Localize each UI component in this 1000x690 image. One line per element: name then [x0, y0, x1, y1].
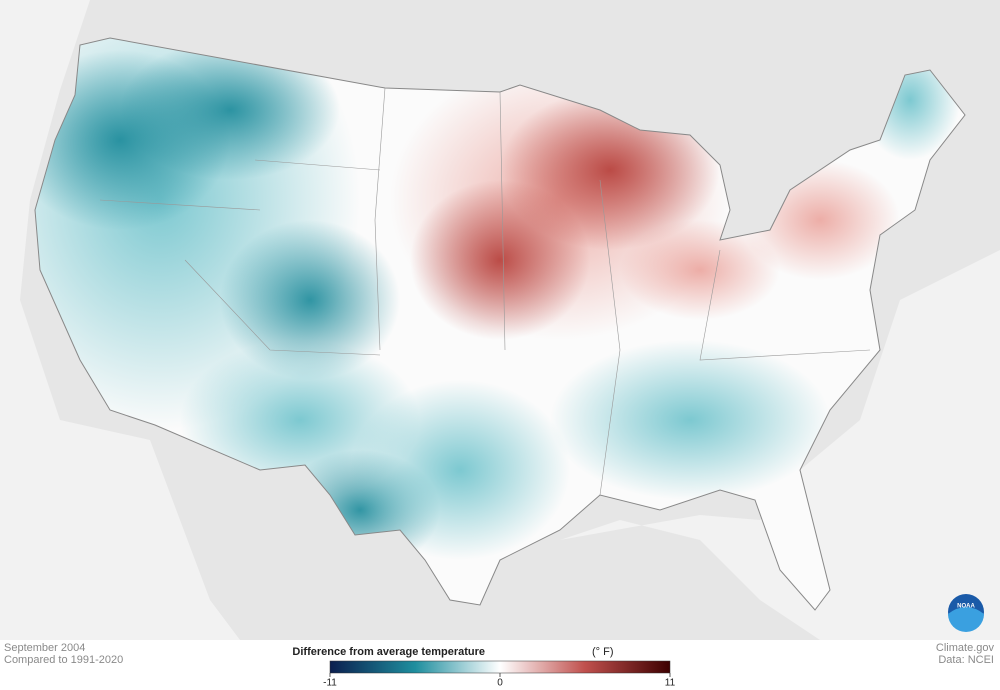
- ocean-east: [560, 250, 1000, 640]
- legend-title: Difference from average temperature: [292, 646, 485, 658]
- caption-subtitle: Compared to 1991-2020: [4, 654, 123, 666]
- colorbar-tick-label: 0: [497, 678, 503, 689]
- ocean-west: [0, 0, 240, 640]
- state-lines: [99, 87, 871, 496]
- noaa-logo-wave: [948, 607, 984, 632]
- caption-title: September 2004: [4, 642, 85, 654]
- credit-site: Climate.gov: [936, 642, 995, 654]
- colorbar: [329, 660, 671, 674]
- noaa-logo-text: NOAA: [957, 604, 975, 610]
- legend-unit: (° F): [592, 646, 614, 658]
- credit-source: Data: NCEI: [938, 654, 994, 666]
- colorbar-tick-label: -11: [323, 678, 337, 689]
- colorbar-tick-label: 11: [665, 678, 676, 689]
